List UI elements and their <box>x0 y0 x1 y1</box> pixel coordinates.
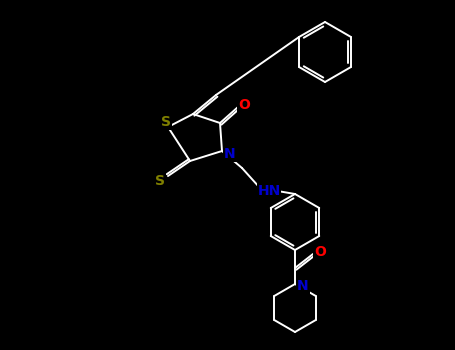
Text: S: S <box>161 115 171 129</box>
Text: N: N <box>297 279 309 293</box>
Text: N: N <box>224 147 236 161</box>
Text: O: O <box>314 245 326 259</box>
Text: S: S <box>155 174 165 188</box>
Text: HN: HN <box>258 184 281 198</box>
Text: O: O <box>238 98 250 112</box>
